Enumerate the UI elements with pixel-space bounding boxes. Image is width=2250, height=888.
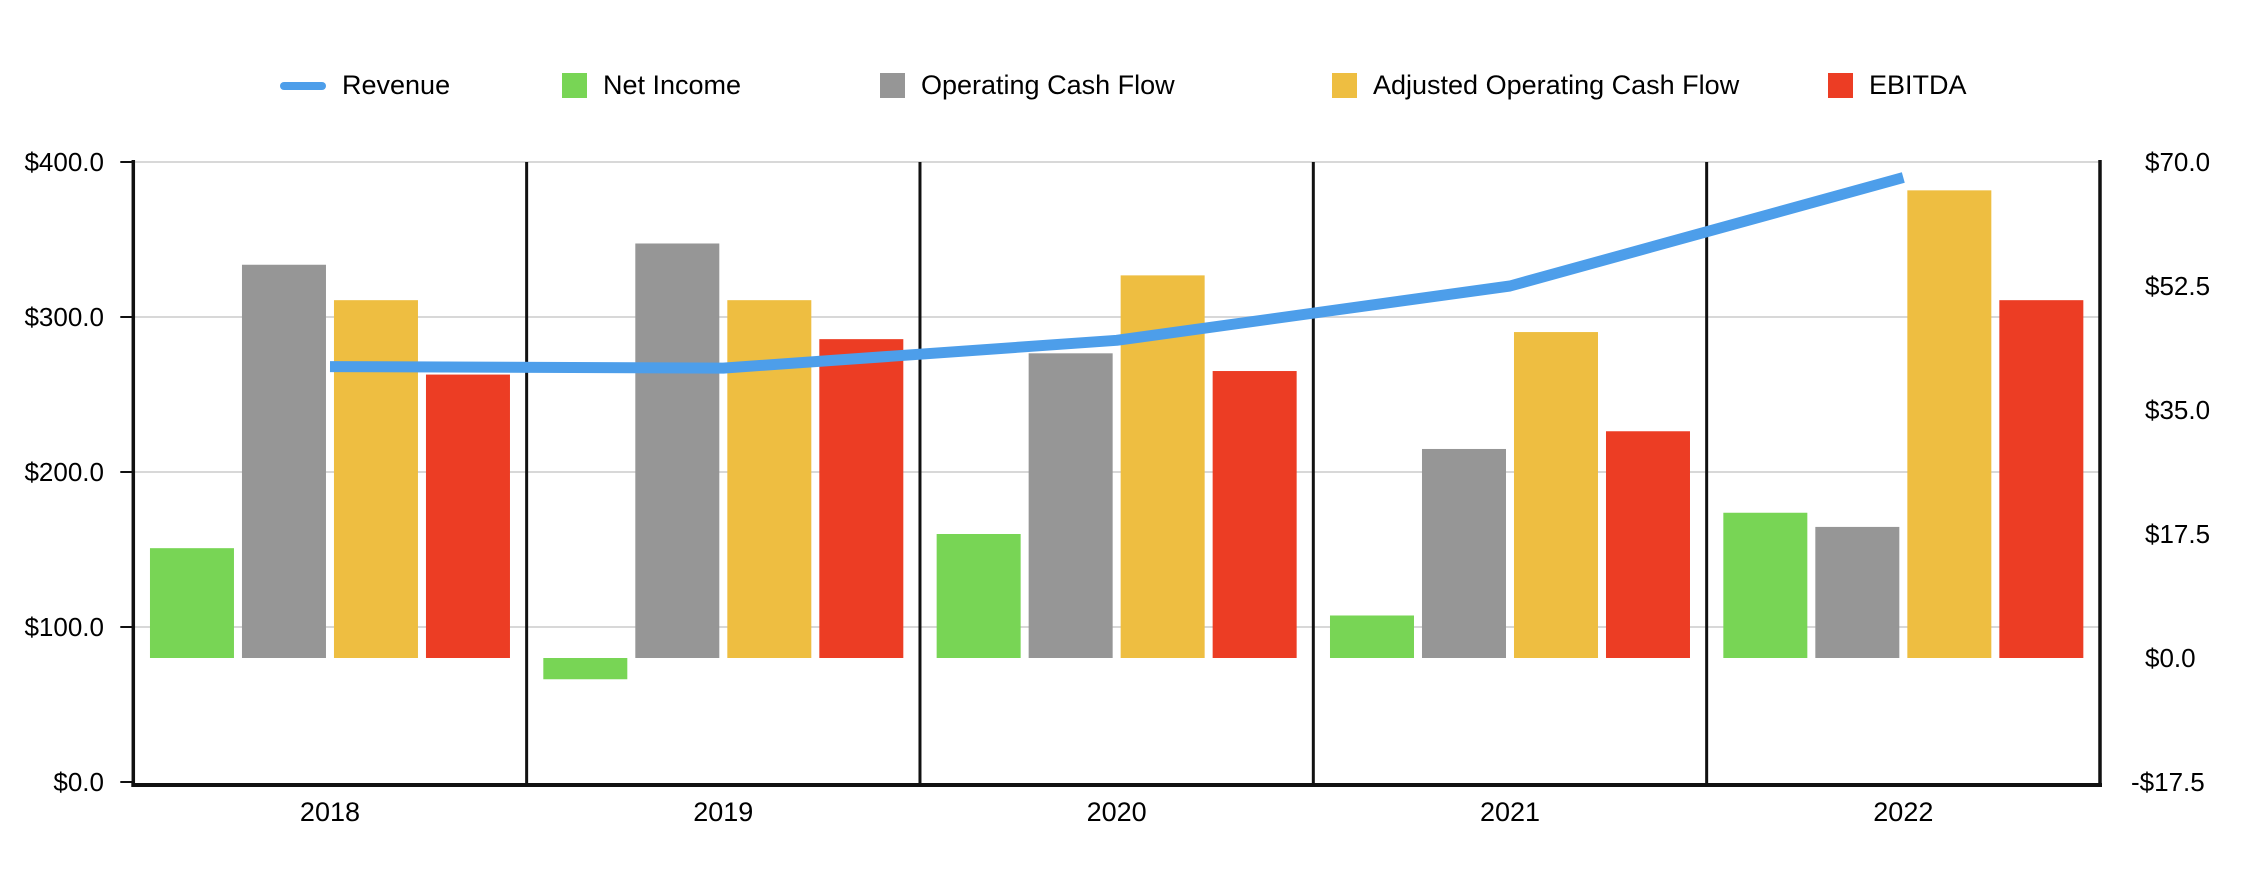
- bar-adjusted-operating-cash-flow-2021: [1513, 332, 1598, 658]
- legend-color-swatch: [562, 72, 587, 98]
- bar-ebitda-2022: [1999, 300, 2084, 658]
- bar-net-income-2021: [1329, 615, 1414, 658]
- bar-ebitda-2018: [425, 374, 510, 658]
- legend-label: Net Income: [603, 69, 742, 100]
- bar-adjusted-operating-cash-flow-2022: [1907, 190, 1992, 659]
- legend-item-ebitda: EBITDA: [1828, 63, 1967, 107]
- bar-net-income-2018: [149, 548, 234, 658]
- right-axis-tick-label: $52.5: [2145, 271, 2211, 301]
- bar-operating-cash-flow-2022: [1815, 526, 1900, 658]
- bar-operating-cash-flow-2018: [241, 264, 326, 658]
- right-axis-tick-label: -$17.5: [2131, 767, 2205, 797]
- legend-item-adjusted-operating-cash-flow: Adjusted Operating Cash Flow: [1332, 63, 1739, 107]
- legend-item-net-income: Net Income: [562, 63, 741, 107]
- bar-ebitda-2019: [819, 339, 904, 658]
- x-axis-year-label-2018: 2018: [299, 797, 360, 827]
- right-axis-tick-label: $70.0: [2145, 147, 2211, 177]
- bar-net-income-2019: [543, 658, 628, 680]
- legend-line-swatch: [280, 82, 326, 90]
- bar-operating-cash-flow-2020: [1028, 353, 1113, 658]
- bar-operating-cash-flow-2019: [635, 243, 720, 658]
- legend-label: Revenue: [342, 69, 451, 100]
- legend-item-operating-cash-flow: Operating Cash Flow: [880, 63, 1175, 107]
- legend-label: Adjusted Operating Cash Flow: [1373, 69, 1740, 100]
- legend-label: Operating Cash Flow: [921, 69, 1175, 100]
- left-axis-tick-label: $400.0: [24, 147, 104, 177]
- x-axis-year-label-2020: 2020: [1086, 797, 1147, 827]
- right-axis-tick-label: $35.0: [2145, 395, 2211, 425]
- bar-net-income-2020: [936, 534, 1021, 658]
- revenue-line: [329, 172, 1905, 374]
- bar-ebitda-2020: [1212, 371, 1297, 658]
- bar-net-income-2022: [1723, 512, 1808, 658]
- right-axis-tick-label: $0.0: [2145, 643, 2196, 673]
- x-axis-year-label-2021: 2021: [1479, 797, 1541, 827]
- x-axis-year-label-2022: 2022: [1873, 797, 1934, 827]
- legend-color-swatch: [1332, 72, 1357, 98]
- legend-color-swatch: [880, 72, 905, 98]
- legend-label: EBITDA: [1869, 69, 1967, 100]
- bar-adjusted-operating-cash-flow-2019: [727, 300, 812, 658]
- x-axis-year-label-2019: 2019: [693, 797, 754, 827]
- bar-operating-cash-flow-2021: [1421, 448, 1506, 658]
- right-axis-tick-label: $17.5: [2145, 519, 2211, 549]
- left-axis-tick-label: $0.0: [53, 767, 104, 797]
- bar-adjusted-operating-cash-flow-2018: [333, 300, 418, 658]
- left-axis-tick-label: $100.0: [24, 612, 104, 642]
- left-axis-tick-label: $300.0: [24, 302, 104, 332]
- bar-ebitda-2021: [1605, 431, 1690, 658]
- legend-item-revenue: Revenue: [280, 63, 450, 107]
- left-axis-tick-label: $200.0: [24, 457, 104, 487]
- legend-color-swatch: [1828, 72, 1853, 98]
